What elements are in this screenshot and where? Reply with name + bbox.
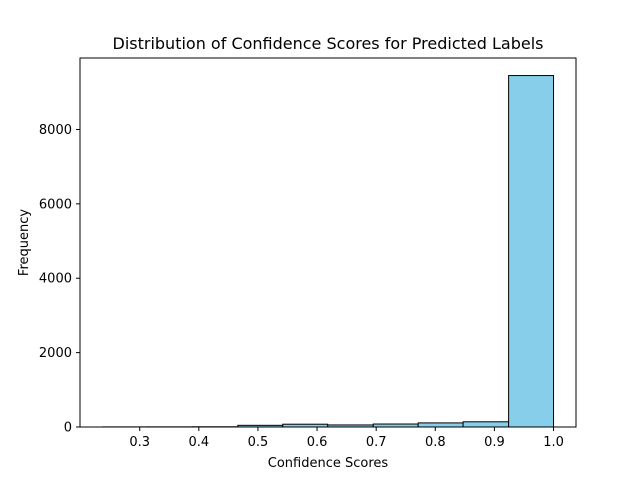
x-tick-label: 0.4 [188, 435, 209, 450]
histogram-bar-9 [462, 421, 510, 428]
y-tick-label: 2000 [39, 346, 72, 361]
x-axis-ticks: 0.3 0.4 0.5 0.6 0.7 0.8 0.9 1.0 [129, 427, 564, 450]
x-tick-label: 0.9 [484, 435, 505, 450]
chart-title: Distribution of Confidence Scores for Pr… [113, 34, 544, 53]
x-tick-label: 0.8 [425, 435, 446, 450]
bars-group [101, 75, 555, 428]
x-tick-label: 0.6 [307, 435, 328, 450]
x-tick-label: 0.3 [129, 435, 150, 450]
x-tick-label: 1.0 [543, 435, 564, 450]
x-axis-label: Confidence Scores [268, 456, 389, 471]
y-tick-label: 8000 [39, 123, 72, 138]
histogram-bar-10 [508, 75, 555, 428]
x-tick-label: 0.7 [366, 435, 387, 450]
y-tick-label: 4000 [39, 272, 72, 287]
plot-frame [79, 57, 577, 428]
y-axis-label: Frequency [17, 209, 32, 276]
histogram-bar-8 [417, 422, 464, 428]
y-tick-label: 0 [64, 421, 72, 436]
y-tick-label: 6000 [39, 197, 72, 212]
x-tick-label: 0.5 [248, 435, 269, 450]
y-axis-ticks: 0 2000 4000 6000 8000 [39, 123, 80, 436]
